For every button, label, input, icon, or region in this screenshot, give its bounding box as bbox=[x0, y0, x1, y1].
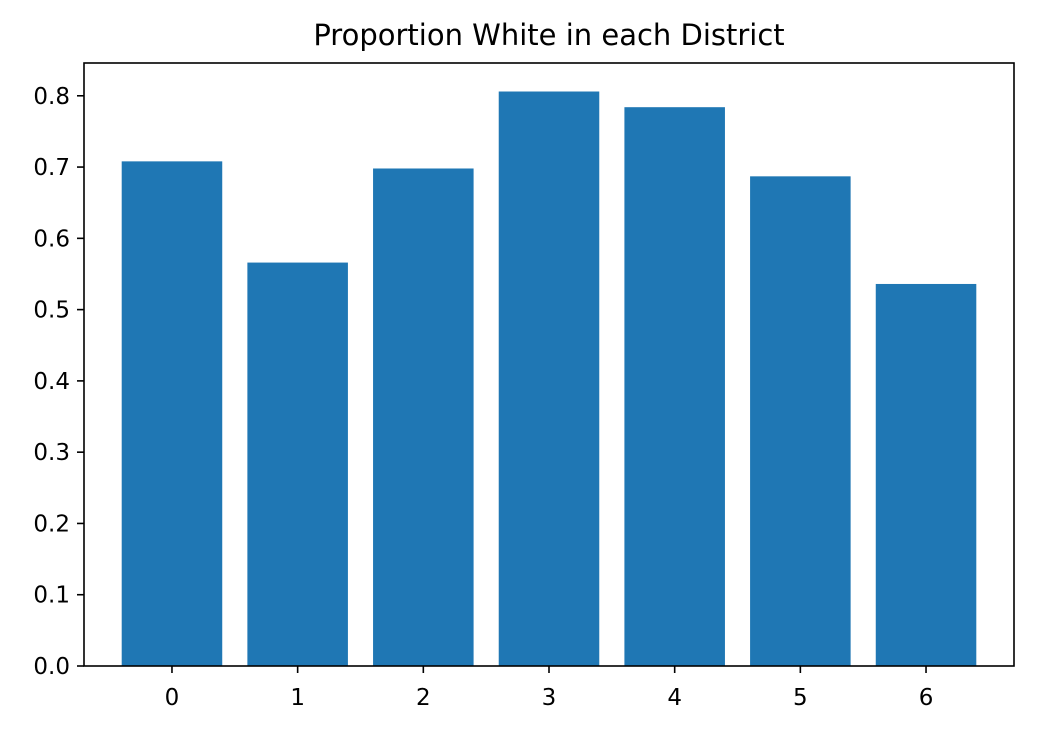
y-tick-label: 0.2 bbox=[33, 511, 70, 537]
x-tick-label: 2 bbox=[416, 685, 431, 711]
chart-title: Proportion White in each District bbox=[313, 18, 784, 52]
bars-group bbox=[121, 91, 977, 667]
bar-0 bbox=[121, 161, 223, 667]
bar-6 bbox=[875, 283, 977, 666]
y-axis: 0.0 0.1 0.2 0.3 0.4 0.5 0.6 0.7 0.8 bbox=[33, 84, 84, 680]
bar-2 bbox=[373, 168, 474, 667]
y-tick-label: 0.7 bbox=[33, 155, 70, 181]
x-tick-label: 3 bbox=[542, 685, 557, 711]
y-tick-label: 0.3 bbox=[33, 440, 70, 466]
x-tick-label: 4 bbox=[667, 685, 682, 711]
bar-1 bbox=[247, 262, 348, 666]
x-tick-label: 5 bbox=[793, 685, 808, 711]
y-tick-label: 0.8 bbox=[33, 84, 70, 110]
x-tick-label: 6 bbox=[919, 685, 934, 711]
y-tick-label: 0.0 bbox=[33, 654, 70, 680]
x-tick-label: 1 bbox=[290, 685, 305, 711]
bar-5 bbox=[750, 176, 851, 666]
y-tick-label: 0.4 bbox=[33, 369, 70, 395]
x-axis: 0 1 2 3 4 5 6 bbox=[165, 666, 934, 711]
y-tick-label: 0.5 bbox=[33, 298, 70, 324]
bar-3 bbox=[498, 91, 600, 666]
x-tick-label: 0 bbox=[165, 685, 180, 711]
y-tick-label: 0.1 bbox=[33, 583, 70, 609]
y-tick-label: 0.6 bbox=[33, 226, 70, 252]
bar-4 bbox=[624, 107, 725, 666]
